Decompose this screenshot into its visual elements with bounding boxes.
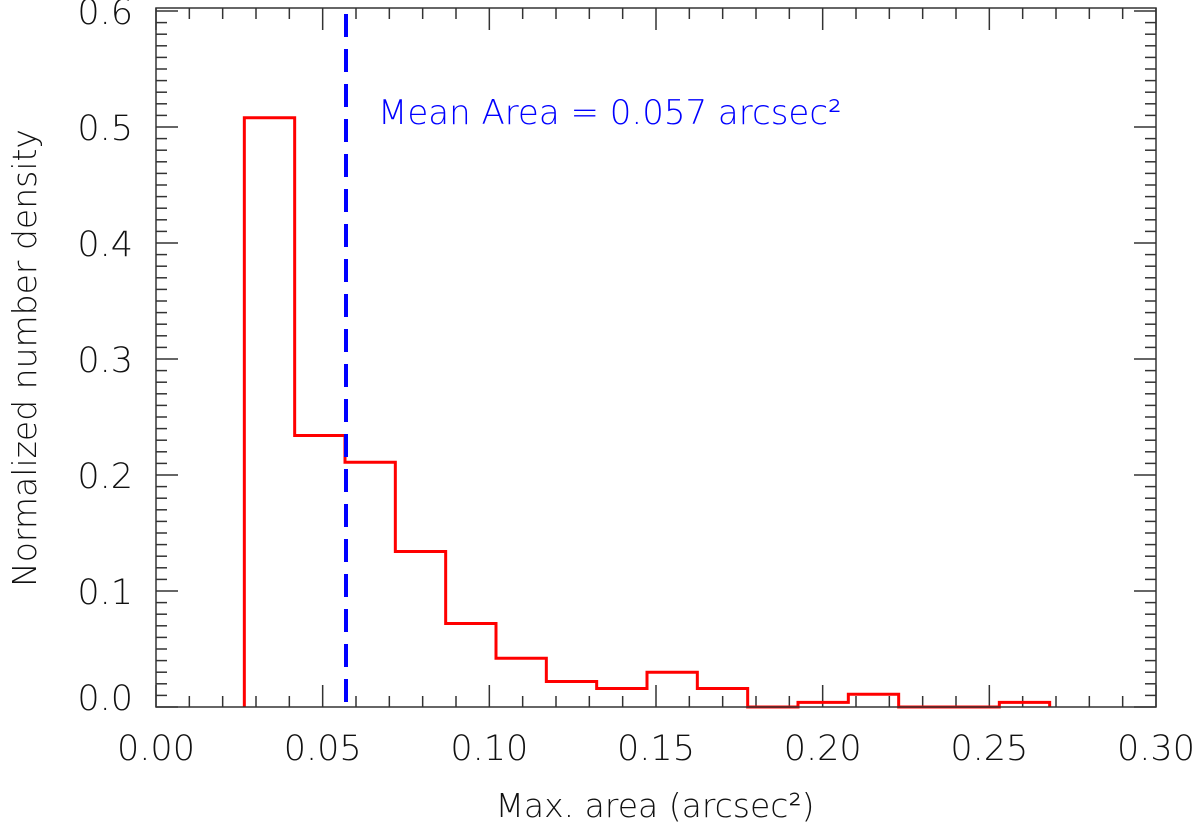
y-tick-labels: 0.0 0.1 0.2 0.3 0.4 0.5 0.6	[77, 0, 133, 719]
y-tick-label: 0.2	[77, 457, 133, 497]
plot-frame	[155, 7, 1157, 708]
x-axis-title: Max. area (arcsec²)	[495, 786, 814, 825]
histogram-step-line	[242, 116, 1052, 709]
x-tick-label: 0.10	[450, 729, 528, 769]
y-tick-label: 0.4	[77, 225, 133, 265]
x-tick-label: 0.00	[117, 729, 195, 769]
y-tick-label: 0.0	[77, 679, 133, 719]
mean-annotation: Mean Area = 0.057 arcsec²	[378, 93, 842, 133]
y-tick-label: 0.1	[77, 573, 133, 613]
x-tick-label: 0.20	[784, 729, 862, 769]
y-tick-label: 0.3	[77, 341, 133, 381]
y-tick-label: 0.5	[77, 109, 133, 149]
x-tick-label: 0.30	[1117, 729, 1195, 769]
y-tick-label: 0.6	[77, 0, 133, 33]
y-axis-title: Normalized number density	[5, 129, 44, 587]
x-tick-label: 0.15	[617, 729, 695, 769]
x-tick-label: 0.25	[950, 729, 1028, 769]
x-tick-labels: 0.00 0.05 0.10 0.15 0.20 0.25 0.30	[117, 729, 1195, 769]
axis-ticks	[155, 8, 1157, 708]
x-tick-label: 0.05	[284, 729, 362, 769]
